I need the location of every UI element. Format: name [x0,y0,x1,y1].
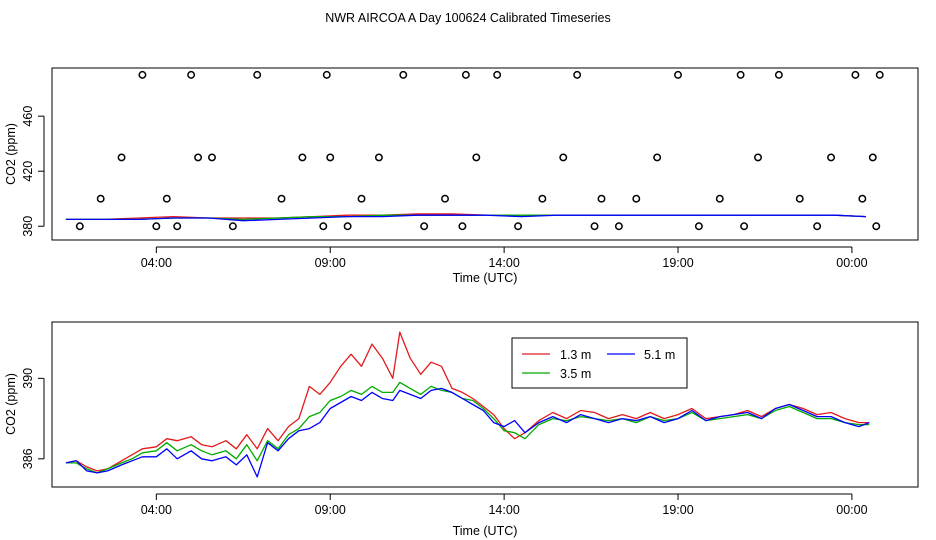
bottom-x-tick-label: 09:00 [315,503,346,517]
bottom-series-group [65,331,870,478]
top-y-axis-label: CO2 (ppm) [4,123,18,185]
legend-label-1-3m: 1.3 m [560,348,591,362]
bottom-x-axis-label: Time (UTC) [453,524,518,538]
bottom-x-tick-label: 14:00 [488,503,519,517]
top-reference-point [813,222,822,231]
top-reference-point [614,222,623,231]
legend-label-5-1m: 5.1 m [644,348,675,362]
legend-box [511,337,688,389]
top-reference-point [514,222,522,231]
bottom-series-5-1-mm [65,387,870,478]
bottom-y-axis: 386 390 [21,368,45,469]
top-x-tick-label: 04:00 [141,256,172,270]
bottom-y-tick-label: 390 [21,368,35,389]
top-reference-point [493,70,502,79]
top-x-tick-label: 09:00 [315,256,346,270]
top-x-axis-label: Time (UTC) [453,271,518,285]
top-x-tick-label: 14:00 [488,256,519,270]
bottom-x-tick-label: 04:00 [141,503,172,517]
top-reference-point [472,153,481,162]
top-reference-point [253,70,262,79]
top-reference-point [152,222,161,231]
bottom-series-3-5-mm [65,381,870,474]
top-x-axis: 04:00 09:00 14:00 19:00 00:00 [141,246,868,270]
legend: 1.3 m 3.5 m 5.1 m [511,337,688,389]
bottom-x-tick-label: 00:00 [836,503,867,517]
top-reference-point [357,194,366,203]
top-reference-point [851,70,860,79]
legend-label-3-5m: 3.5 m [560,367,591,381]
top-reference-point [173,222,182,231]
top-reference-markers [75,70,884,231]
top-reference-point [298,153,307,162]
top-reference-point [326,153,335,162]
top-panel: 04:00 09:00 14:00 19:00 00:00 380 420 460 Time… [4,67,919,285]
top-reference-point [374,153,383,162]
top-series-group [65,213,866,222]
top-reference-point [715,194,724,203]
top-reference-point [138,70,147,79]
bottom-plot-frame [51,321,919,488]
top-reference-point [538,194,547,203]
top-reference-point [674,70,682,79]
top-reference-point [194,153,203,162]
top-reference-point [868,153,877,162]
figure-title: NWR AIRCOA A Day 100624 Calibrated Times… [325,11,611,25]
top-reference-point [277,194,286,203]
top-reference-point [420,222,429,231]
top-reference-point [162,194,171,203]
top-reference-point [343,222,352,231]
top-reference-point [774,70,783,79]
top-reference-point [795,194,804,203]
top-y-tick-label: 420 [21,161,35,182]
top-reference-point [208,153,216,162]
top-reference-point [736,70,745,79]
top-series-5-1-mm [65,214,866,222]
top-reference-point [96,194,105,203]
top-reference-point [597,194,606,203]
bottom-x-axis: 04:00 09:00 14:00 19:00 00:00 [141,493,868,517]
bottom-x-tick-label: 19:00 [662,503,693,517]
top-reference-point [740,222,749,231]
top-reference-point [872,222,881,231]
top-reference-point [653,153,662,162]
top-reference-point [399,70,408,79]
top-reference-point [228,222,237,231]
top-reference-point [694,222,703,231]
top-y-tick-label: 460 [21,106,35,127]
top-reference-point [754,153,762,162]
top-x-tick-label: 19:00 [662,256,693,270]
top-reference-point [441,194,449,203]
top-reference-point [458,222,467,231]
top-plot-frame [51,67,919,241]
bottom-y-axis-label: CO2 (ppm) [4,373,18,435]
top-reference-point [319,222,328,231]
bottom-y-tick-label: 386 [21,448,35,469]
top-reference-point [875,70,884,79]
top-reference-point [461,70,470,79]
top-x-tick-label: 00:00 [836,256,867,270]
top-reference-point [117,153,126,162]
top-reference-point [187,70,196,79]
top-reference-point [75,222,84,231]
top-reference-point [632,194,641,203]
top-reference-point [827,153,836,162]
top-reference-point [573,70,582,79]
top-reference-point [559,153,568,162]
top-y-tick-label: 380 [21,216,35,237]
top-y-axis: 380 420 460 [21,106,45,237]
top-reference-point [322,70,331,79]
top-reference-point [590,222,599,231]
bottom-panel: 04:00 09:00 14:00 19:00 00:00 386 390 Time (U… [4,321,919,538]
top-reference-point [858,194,867,203]
